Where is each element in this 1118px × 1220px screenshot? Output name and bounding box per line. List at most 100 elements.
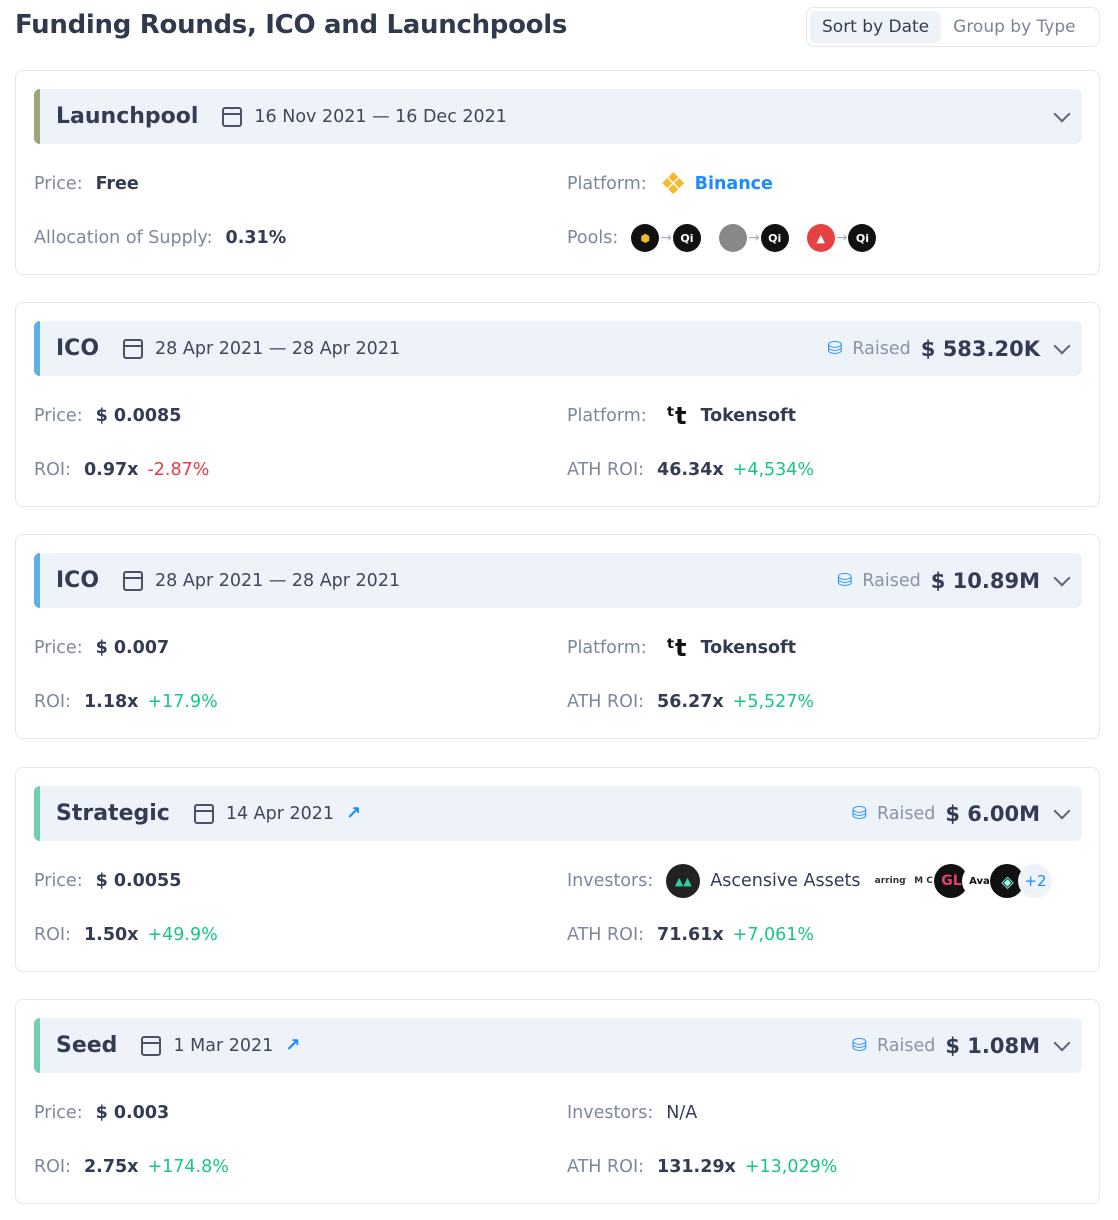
chevron-down-icon[interactable]	[1053, 802, 1071, 819]
round-type: Strategic	[56, 801, 170, 826]
row-label: Platform:	[567, 406, 647, 426]
round-header[interactable]: Strategic 14 Apr 2021 ↗ ⛁ Raised $ 6.00M	[34, 786, 1082, 841]
ath-row: ATH ROI: 56.27x +5,527%	[567, 687, 814, 717]
sort-by-date-button[interactable]: Sort by Date	[810, 11, 942, 43]
ath-row: ATH ROI: 46.34x +4,534%	[567, 455, 814, 485]
round-date: 1 Mar 2021	[173, 1035, 274, 1056]
roi-row: ROI: 2.75x +174.8%	[34, 1152, 229, 1182]
platform-name[interactable]: Tokensoft	[700, 406, 797, 426]
row-label: ATH ROI:	[567, 460, 645, 480]
pool-item[interactable]: → Qi	[718, 224, 789, 252]
ath-roi-value: 56.27x	[657, 692, 724, 712]
price-row: Price: $ 0.003	[34, 1098, 178, 1128]
roi-row: Allocation of Supply: 0.31%	[34, 223, 295, 253]
row-label: Platform:	[567, 638, 647, 658]
roi-percent: -2.87%	[147, 460, 210, 480]
chevron-down-icon[interactable]	[1053, 105, 1071, 122]
page-title: Funding Rounds, ICO and Launchpools	[15, 10, 568, 40]
more-investors-badge[interactable]: +2	[1018, 864, 1053, 898]
row-label: ATH ROI:	[567, 925, 645, 945]
ath-roi-percent: +5,527%	[732, 692, 815, 712]
row-label: Investors:	[567, 871, 654, 891]
raised-value: $ 583.20K	[920, 336, 1040, 361]
calendar-icon	[123, 570, 144, 591]
diamond-logo[interactable]: ◈	[990, 864, 1025, 898]
platform-name[interactable]: Tokensoft	[700, 638, 797, 658]
view-toggle: Sort by Date Group by Type	[806, 7, 1100, 47]
price-value: $ 0.003	[95, 1103, 170, 1123]
roi-value: 2.75x	[84, 1157, 139, 1177]
calendar-icon	[193, 803, 214, 824]
funding-round-card: Launchpool 16 Nov 2021 — 16 Dec 2021 Pri…	[15, 70, 1100, 275]
ath-roi-value: 71.61x	[657, 925, 724, 945]
group-by-type-button[interactable]: Group by Type	[953, 17, 1076, 37]
gray-token-icon	[718, 224, 747, 252]
round-type: Seed	[56, 1033, 118, 1058]
arrow-right-icon: →	[660, 230, 672, 246]
row-label: Investors:	[567, 1103, 654, 1123]
row-label: ROI:	[34, 460, 71, 480]
avax-icon: ▲	[806, 224, 835, 252]
row-label: ROI:	[34, 692, 71, 712]
row-label: ROI:	[34, 925, 71, 945]
row-label: ROI:	[34, 1157, 71, 1177]
round-type: Launchpool	[56, 104, 199, 129]
pool-item[interactable]: ▲ → Qi	[806, 224, 877, 252]
external-link-icon[interactable]: ↗	[346, 803, 362, 824]
external-link-icon[interactable]: ↗	[285, 1035, 301, 1056]
platform-link[interactable]: Binance	[694, 174, 773, 194]
round-header[interactable]: Seed 1 Mar 2021 ↗ ⛁ Raised $ 1.08M	[34, 1018, 1082, 1073]
round-header[interactable]: ICO 28 Apr 2021 — 28 Apr 2021 ⛁ Raised $ 5…	[34, 321, 1082, 376]
price-value: $ 0.007	[95, 638, 170, 658]
price-row: Price: Free	[34, 169, 148, 199]
row-label: Allocation of Supply:	[34, 228, 213, 248]
platform-row: Investors: N/A	[567, 1098, 697, 1128]
ath-roi-value: 131.29x	[657, 1157, 736, 1177]
chevron-down-icon[interactable]	[1053, 1034, 1071, 1051]
tokensoft-icon: ᵗt	[665, 402, 687, 430]
round-type: ICO	[56, 336, 100, 361]
allocation-value: 0.31%	[225, 228, 287, 248]
price-row: Price: $ 0.0085	[34, 401, 190, 431]
platform-row: Platform: ᵗt Tokensoft	[567, 633, 805, 663]
chevron-down-icon[interactable]	[1053, 569, 1071, 586]
platform-row: Platform: ❖ Binance	[567, 167, 773, 202]
row-label: ATH ROI:	[567, 692, 645, 712]
investor-name: N/A	[666, 1103, 698, 1123]
roi-row: ROI: 1.18x +17.9%	[34, 687, 218, 717]
row-label: ATH ROI:	[567, 1157, 645, 1177]
coins-icon: ⛁	[837, 570, 853, 591]
price-label: Price:	[34, 406, 83, 426]
roi-percent: +49.9%	[147, 925, 218, 945]
ath-row: ATH ROI: 131.29x +13,029%	[567, 1152, 837, 1182]
coins-icon: ⛁	[851, 1035, 867, 1056]
ath-roi-percent: +13,029%	[744, 1157, 838, 1177]
ath-roi-value: 46.34x	[657, 460, 724, 480]
chevron-down-icon[interactable]	[1053, 337, 1071, 354]
funding-round-card: Seed 1 Mar 2021 ↗ ⛁ Raised $ 1.08M Price: $…	[15, 999, 1100, 1204]
roi-percent: +174.8%	[147, 1157, 229, 1177]
raised-label: Raised	[877, 803, 936, 824]
raised-label: Raised	[862, 570, 921, 591]
bnb-icon: ⬢	[631, 224, 660, 252]
roi-value: 0.97x	[84, 460, 139, 480]
funding-round-card: ICO 28 Apr 2021 — 28 Apr 2021 ⛁ Raised $ 1…	[15, 534, 1100, 739]
roi-value: 1.18x	[84, 692, 139, 712]
roi-row: ROI: 1.50x +49.9%	[34, 920, 218, 950]
ascensive-assets-logo: ▲▲	[666, 864, 701, 898]
round-date: 16 Nov 2021 — 16 Dec 2021	[254, 106, 507, 127]
calendar-icon	[222, 106, 243, 127]
raised-label: Raised	[852, 338, 911, 359]
raised-value: $ 6.00M	[945, 801, 1040, 826]
price-value: $ 0.0085	[95, 406, 182, 426]
pool-item[interactable]: ⬢ → Qi	[631, 224, 701, 252]
round-type: ICO	[56, 568, 100, 593]
price-row: Price: $ 0.0055	[34, 866, 190, 896]
round-header[interactable]: ICO 28 Apr 2021 — 28 Apr 2021 ⛁ Raised $ 1…	[34, 553, 1082, 608]
ath-roi-percent: +4,534%	[732, 460, 815, 480]
round-header[interactable]: Launchpool 16 Nov 2021 — 16 Dec 2021	[34, 89, 1082, 144]
price-row: Price: $ 0.007	[34, 633, 178, 663]
qi-icon: Qi	[760, 224, 789, 252]
investor-name[interactable]: Ascensive Assets	[710, 871, 861, 891]
calendar-icon	[123, 338, 144, 359]
